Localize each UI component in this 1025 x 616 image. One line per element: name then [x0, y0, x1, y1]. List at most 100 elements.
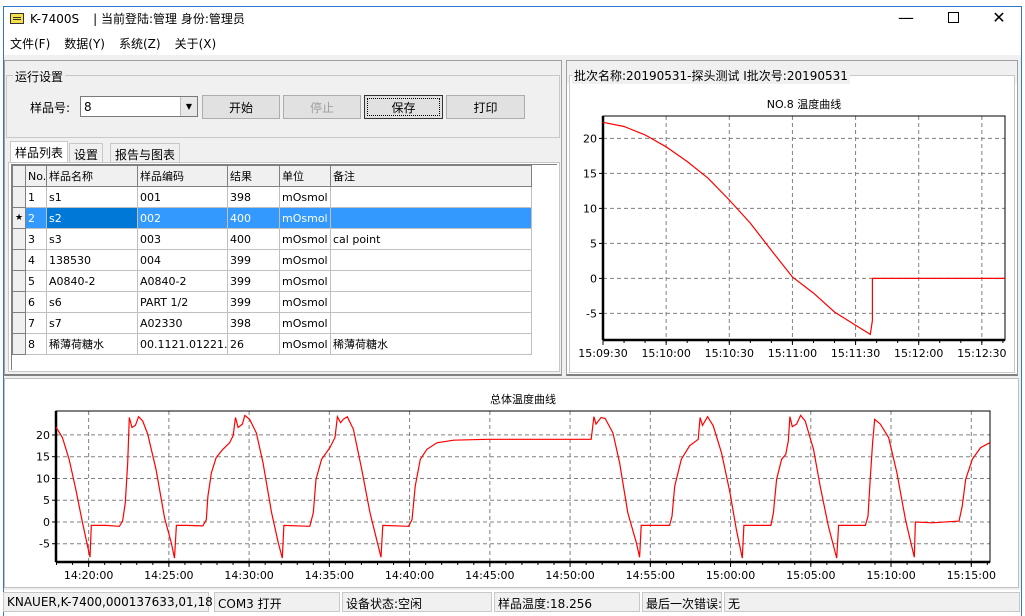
save-button[interactable]: 保存	[364, 95, 443, 119]
table-cell[interactable]: 003	[137, 228, 228, 250]
table-cell[interactable]	[330, 186, 532, 208]
run-settings-group: 运行设置	[6, 68, 560, 138]
table-row[interactable]: 1 s1 001 398 mOsmol	[12, 186, 532, 208]
table-cell[interactable]: 4	[25, 249, 47, 271]
row-header[interactable]	[12, 312, 26, 334]
table-cell[interactable]: mOsmol	[279, 312, 331, 334]
table-row[interactable]: 6 s6 PART 1/2 399 mOsmol	[12, 291, 532, 313]
table-cell[interactable]: s2	[46, 207, 138, 229]
table-cell[interactable]: mOsmol	[279, 186, 331, 208]
table-cell[interactable]: 398	[227, 312, 280, 334]
title-bar: K-7400S | 当前登陆:管理 身份:管理员	[10, 10, 245, 27]
table-cell[interactable]: s3	[46, 228, 138, 250]
col-no[interactable]: No.	[25, 165, 47, 187]
tab-sample-list[interactable]: 样品列表	[10, 141, 69, 163]
maximize-icon[interactable]	[930, 4, 976, 30]
tab-report-chart[interactable]: 报告与图表	[110, 143, 181, 162]
sample-grid: No. 样品名称 样品编码 结果 单位 备注 1 s1 001 398 mOsmol ★ 2…	[11, 164, 557, 370]
table-cell[interactable]: 6	[25, 291, 47, 313]
plot-frame	[55, 410, 991, 563]
table-cell[interactable]: A02330	[137, 312, 228, 334]
row-header[interactable]: ★	[12, 207, 26, 229]
col-name[interactable]: 样品名称	[46, 165, 138, 187]
table-cell[interactable]: 004	[137, 249, 228, 271]
row-header[interactable]	[12, 228, 26, 250]
table-cell[interactable]: 398	[227, 186, 280, 208]
row-header[interactable]	[12, 249, 26, 271]
table-cell[interactable]: 00.1121.01221.00	[137, 333, 228, 355]
table-cell[interactable]: 399	[227, 291, 280, 313]
table-cell[interactable]	[330, 312, 532, 334]
y-tick-label: -5	[39, 538, 50, 551]
row-header[interactable]	[12, 291, 26, 313]
table-cell[interactable]: PART 1/2	[137, 291, 228, 313]
table-cell[interactable]: 8	[25, 333, 47, 355]
table-cell[interactable]: mOsmol	[279, 270, 331, 292]
table-row[interactable]: 4 138530 004 399 mOsmol	[12, 249, 532, 271]
table-cell[interactable]	[330, 249, 532, 271]
y-tick-label: 15	[583, 167, 597, 180]
start-button[interactable]: 开始	[202, 95, 280, 119]
table-cell[interactable]: 399	[227, 249, 280, 271]
table-cell[interactable]: s7	[46, 312, 138, 334]
menu-about[interactable]: 关于(X)	[174, 37, 217, 51]
row-header[interactable]	[12, 270, 26, 292]
menu-data[interactable]: 数据(Y)	[64, 37, 105, 51]
table-cell[interactable]: A0840-2	[137, 270, 228, 292]
table-cell[interactable]	[330, 291, 532, 313]
y-tick-label: 15	[36, 451, 50, 464]
menu-bar: 文件(F) 数据(Y) 系统(Z) 关于(X)	[10, 35, 216, 52]
table-cell[interactable]: 稀薄荷糖水	[330, 333, 532, 355]
chevron-down-icon[interactable]: ▼	[180, 97, 197, 116]
sample-no-label: 样品号:	[30, 101, 71, 115]
table-cell[interactable]: 2	[25, 207, 47, 229]
row-header[interactable]	[12, 333, 26, 355]
table-cell[interactable]: mOsmol	[279, 291, 331, 313]
chart-title: 总体温度曲线	[490, 392, 556, 406]
menu-file[interactable]: 文件(F)	[10, 37, 51, 51]
table-cell[interactable]: mOsmol	[279, 333, 331, 355]
table-cell[interactable]: 399	[227, 270, 280, 292]
row-header-corner	[12, 165, 26, 187]
col-remark[interactable]: 备注	[330, 165, 532, 187]
table-cell[interactable]: 3	[25, 228, 47, 250]
print-button[interactable]: 打印	[446, 95, 525, 119]
table-cell[interactable]: 400	[227, 207, 280, 229]
table-row[interactable]: 7 s7 A02330 398 mOsmol	[12, 312, 532, 334]
table-cell[interactable]: mOsmol	[279, 228, 331, 250]
table-cell[interactable]: cal point	[330, 228, 532, 250]
table-cell[interactable]: mOsmol	[279, 249, 331, 271]
menu-system[interactable]: 系统(Z)	[118, 37, 161, 51]
stop-button[interactable]: 停止	[283, 95, 361, 119]
col-result[interactable]: 结果	[227, 165, 280, 187]
table-cell[interactable]	[330, 207, 532, 229]
table-cell[interactable]: s6	[46, 291, 138, 313]
table-cell[interactable]: 稀薄荷糖水	[46, 333, 138, 355]
tab-settings[interactable]: 设置	[69, 143, 104, 162]
table-row[interactable]: 3 s3 003 400 mOsmol cal point	[12, 228, 532, 250]
table-cell[interactable]	[330, 270, 532, 292]
close-icon[interactable]: ✕	[992, 7, 1006, 27]
minimize-icon[interactable]: —	[898, 7, 914, 27]
row-header[interactable]	[12, 186, 26, 208]
table-cell[interactable]: A0840-2	[46, 270, 138, 292]
table-cell[interactable]: 138530	[46, 249, 138, 271]
table-cell[interactable]: mOsmol	[279, 207, 331, 229]
table-cell[interactable]: s1	[46, 186, 138, 208]
y-tick-label: 20	[583, 132, 597, 145]
col-unit[interactable]: 单位	[279, 165, 331, 187]
x-tick-label: 14:50:00	[545, 569, 594, 582]
table-cell[interactable]: 002	[137, 207, 228, 229]
table-cell[interactable]: 1	[25, 186, 47, 208]
table-row[interactable]: 5 A0840-2 A0840-2 399 mOsmol	[12, 270, 532, 292]
table-cell[interactable]: 26	[227, 333, 280, 355]
table-cell[interactable]: 400	[227, 228, 280, 250]
col-code[interactable]: 样品编码	[137, 165, 228, 187]
table-cell[interactable]: 5	[25, 270, 47, 292]
table-cell[interactable]: 7	[25, 312, 47, 334]
y-tick-label: 0	[43, 516, 50, 529]
table-cell[interactable]: 001	[137, 186, 228, 208]
table-row[interactable]: ★ 2 s2 002 400 mOsmol	[12, 207, 532, 229]
sample-no-select[interactable]: 8 ▼	[80, 96, 198, 117]
